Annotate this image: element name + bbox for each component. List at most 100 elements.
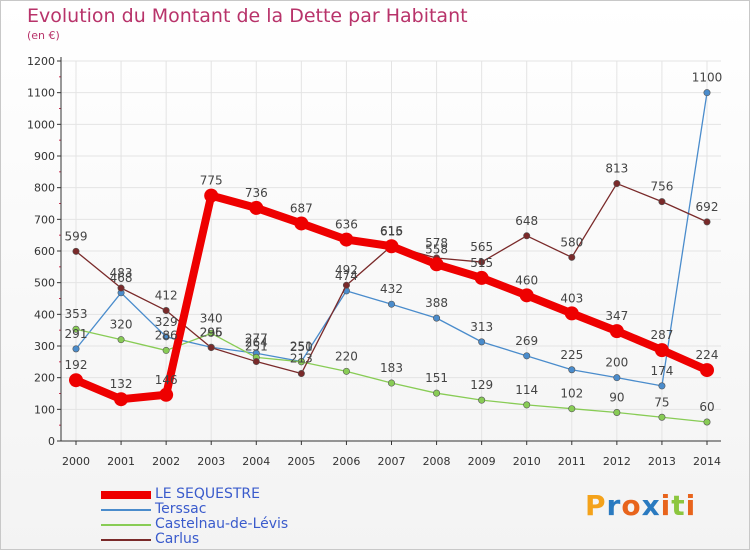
data-label: 432 — [380, 282, 403, 296]
x-tick-label: 2007 — [378, 455, 406, 468]
data-point — [162, 346, 170, 354]
legend-label: LE SEQUESTRE — [155, 486, 260, 502]
data-point — [523, 401, 531, 409]
data-label: 775 — [200, 174, 223, 188]
data-point — [72, 325, 80, 333]
data-label: 220 — [335, 349, 358, 363]
data-label: 250 — [290, 340, 313, 354]
data-label: 183 — [380, 361, 403, 375]
data-point — [117, 336, 125, 344]
legend-label: Carlus — [155, 531, 200, 547]
data-point — [700, 363, 714, 378]
chart-title: Evolution du Montant de la Dette par Hab… — [27, 5, 468, 27]
data-label: 174 — [650, 364, 673, 378]
data-label: 756 — [650, 180, 673, 194]
y-tick-label: 200 — [34, 372, 55, 385]
data-point — [69, 373, 83, 388]
data-label: 403 — [560, 291, 583, 305]
y-tick-label: 800 — [34, 182, 55, 195]
data-point — [703, 218, 711, 226]
data-point — [117, 284, 125, 292]
data-point — [478, 338, 486, 346]
data-point — [433, 314, 441, 322]
y-tick-label: 1200 — [27, 55, 55, 68]
x-tick-label: 2002 — [152, 455, 180, 468]
data-label: 565 — [470, 240, 493, 254]
data-label: 264 — [245, 335, 268, 349]
data-point — [478, 258, 486, 266]
data-point — [162, 307, 170, 315]
data-point — [342, 367, 350, 375]
data-label: 388 — [425, 296, 448, 310]
y-tick-label: 500 — [34, 277, 55, 290]
data-label: 615 — [380, 224, 403, 238]
data-label: 687 — [290, 201, 313, 215]
data-label: 129 — [470, 378, 493, 392]
data-point — [564, 306, 579, 321]
data-label: 468 — [110, 271, 133, 285]
data-label: 599 — [65, 229, 88, 243]
data-label: 90 — [609, 391, 624, 405]
data-point — [658, 413, 666, 421]
x-tick-label: 2012 — [603, 455, 631, 468]
y-unit-label: (en €) — [27, 29, 60, 42]
data-label: 114 — [515, 383, 538, 397]
data-label: 578 — [425, 236, 448, 250]
x-tick-label: 2006 — [332, 455, 360, 468]
data-label: 474 — [335, 269, 358, 283]
data-point — [703, 418, 711, 426]
legend-label: Castelnau-de-Lévis — [155, 516, 289, 532]
data-label: 460 — [515, 273, 538, 287]
data-label: 558 — [425, 242, 448, 256]
data-point — [207, 344, 215, 352]
y-tick-label: 300 — [34, 340, 55, 353]
data-point — [204, 188, 219, 203]
data-label: 251 — [245, 340, 268, 354]
x-tick-label: 2013 — [648, 455, 676, 468]
data-label: 213 — [290, 352, 313, 366]
data-label: 277 — [245, 331, 268, 345]
data-label: 146 — [155, 373, 178, 387]
data-label: 313 — [470, 320, 493, 334]
data-point — [523, 352, 531, 360]
data-label: 287 — [650, 328, 673, 342]
data-label: 291 — [65, 327, 88, 341]
data-point — [294, 216, 309, 231]
data-point — [519, 288, 534, 303]
data-point — [613, 408, 621, 416]
data-point — [207, 329, 215, 337]
data-point — [297, 358, 305, 366]
legend-item: LE SEQUESTRE — [101, 487, 288, 502]
data-point — [114, 392, 129, 407]
legend-label: Terssac — [155, 501, 207, 517]
data-label: 353 — [65, 307, 88, 321]
data-label: 132 — [110, 377, 133, 391]
data-label: 340 — [200, 311, 223, 325]
x-tick-label: 2011 — [558, 455, 586, 468]
y-tick-label: 0 — [48, 435, 55, 448]
data-point — [609, 324, 624, 339]
x-tick-label: 2010 — [513, 455, 541, 468]
y-tick-label: 900 — [34, 150, 55, 163]
data-label: 224 — [696, 348, 719, 362]
x-tick-label: 2004 — [242, 455, 270, 468]
data-point — [478, 396, 486, 404]
legend-swatch — [101, 524, 151, 526]
legend-item: Castelnau-de-Lévis — [101, 517, 288, 532]
data-label: 251 — [290, 340, 313, 354]
y-tick-label: 1100 — [27, 87, 55, 100]
data-point — [252, 358, 260, 366]
y-tick-label: 100 — [34, 403, 55, 416]
x-tick-label: 2003 — [197, 455, 225, 468]
legend-swatch — [101, 509, 151, 511]
data-label: 492 — [335, 263, 358, 277]
data-point — [613, 180, 621, 188]
data-label: 347 — [605, 309, 628, 323]
data-label: 692 — [696, 200, 719, 214]
x-tick-label: 2005 — [287, 455, 315, 468]
data-point — [474, 270, 489, 285]
data-label: 648 — [515, 214, 538, 228]
data-label: 580 — [560, 235, 583, 249]
data-point — [433, 389, 441, 397]
